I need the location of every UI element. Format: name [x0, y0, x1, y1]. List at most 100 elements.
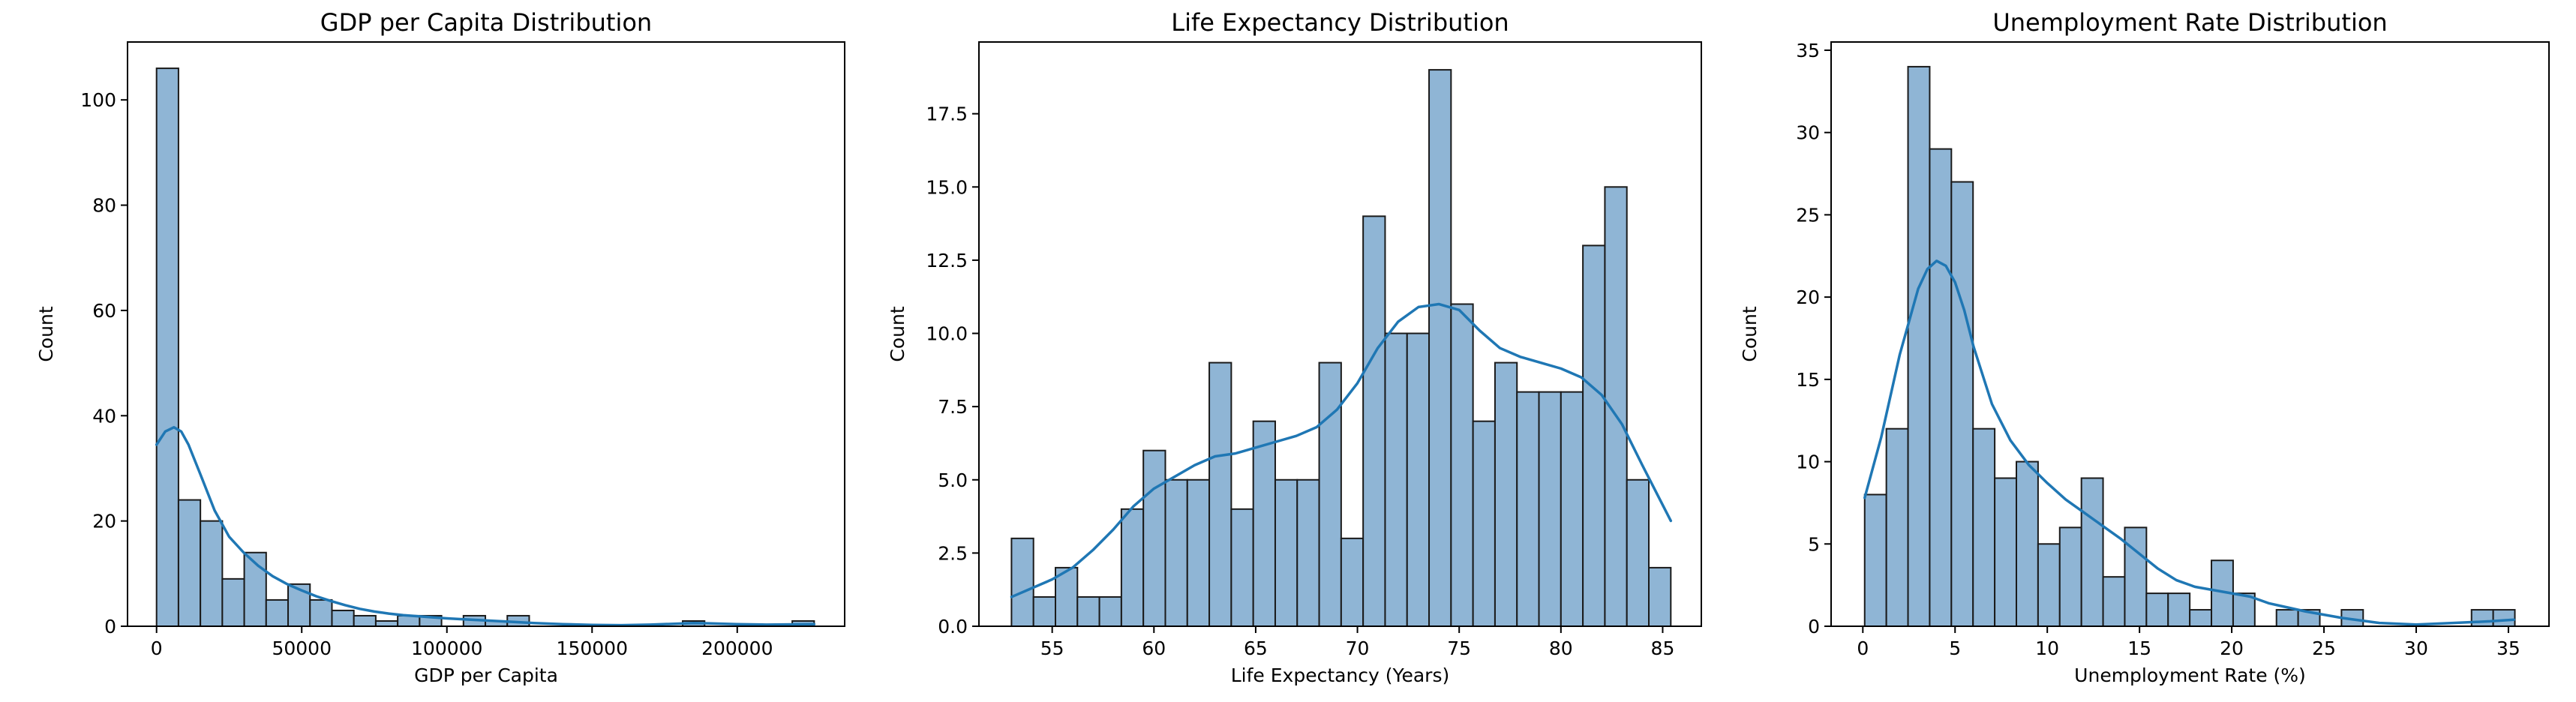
x-tick-label: 80	[1549, 638, 1573, 659]
histogram-bar	[1627, 480, 1649, 626]
histogram-bar	[1100, 597, 1121, 626]
histogram-bar	[2016, 462, 2038, 626]
chart-title: Unemployment Rate Distribution	[1992, 8, 2387, 37]
histogram-bar	[2082, 478, 2103, 626]
x-tick-label: 50000	[272, 638, 332, 659]
histogram-bar	[1539, 392, 1561, 626]
y-tick-label: 7.5	[938, 396, 968, 418]
histogram-bar	[2146, 593, 2168, 626]
y-tick-label: 15	[1796, 369, 1820, 391]
histogram-bar	[354, 616, 376, 626]
x-tick-label: 0	[151, 638, 163, 659]
histogram-bar	[1517, 392, 1539, 626]
x-tick-label: 35	[2496, 638, 2520, 659]
histogram-bar	[1011, 538, 1033, 626]
y-tick-label: 0.0	[938, 616, 968, 638]
x-tick-label: 85	[1651, 638, 1675, 659]
y-tick-label: 12.5	[926, 250, 968, 272]
x-axis-label: Life Expectancy (Years)	[1231, 664, 1450, 686]
histogram-bar	[1341, 538, 1363, 626]
histogram-bar	[1473, 422, 1495, 626]
x-tick-label: 10	[2035, 638, 2059, 659]
histogram-bar	[1865, 494, 1887, 626]
x-tick-label: 5	[1949, 638, 1961, 659]
histogram-bar	[1165, 480, 1187, 626]
y-tick-label: 17.5	[926, 104, 968, 125]
y-tick-label: 20	[1796, 286, 1820, 308]
y-tick-label: 60	[92, 300, 116, 322]
histogram-bar	[2472, 610, 2493, 626]
unemployment-rate-histogram: 0 5 10 15 20 25 30 35 0 5 10 15 20 25 30 35 Unemployment…	[1739, 8, 2549, 686]
x-tick-label: 25	[2312, 638, 2336, 659]
x-tick-label: 60	[1142, 638, 1166, 659]
histogram-bar	[179, 500, 200, 626]
histogram-bar	[1275, 480, 1297, 626]
histogram-bar	[1034, 597, 1055, 626]
histogram-bar	[2060, 527, 2082, 626]
y-axis-label: Count	[887, 306, 908, 362]
histogram-bar	[1121, 509, 1143, 626]
chart-title: Life Expectancy Distribution	[1171, 8, 1509, 37]
y-tick-label: 100	[80, 89, 116, 111]
histogram-bar	[1929, 149, 1951, 626]
y-tick-label: 10.0	[926, 323, 968, 345]
y-tick-label: 20	[92, 511, 116, 532]
histogram-bar	[222, 579, 244, 626]
y-tick-label: 25	[1796, 204, 1820, 226]
y-tick-label: 35	[1796, 40, 1820, 62]
y-tick-label: 30	[1796, 122, 1820, 144]
y-tick-label: 5	[1808, 533, 1820, 555]
y-tick-label: 15.0	[926, 176, 968, 198]
histogram-bar	[1451, 304, 1473, 626]
histogram-bar	[1231, 509, 1253, 626]
y-axis-label: Count	[1739, 306, 1761, 362]
histogram-bar	[2103, 577, 2125, 626]
histogram-bar	[266, 600, 288, 626]
histogram-bar	[1077, 597, 1099, 626]
histogram-bar	[2493, 610, 2515, 626]
x-tick-label: 20	[2220, 638, 2244, 659]
x-tick-label: 150000	[557, 638, 628, 659]
histogram-bar	[1561, 392, 1583, 626]
x-axis-label: Unemployment Rate (%)	[2074, 664, 2306, 686]
y-tick-label: 40	[92, 405, 116, 427]
histogram-bar	[376, 621, 398, 626]
histogram-bar	[1209, 363, 1231, 626]
histogram-bar	[1583, 245, 1605, 626]
histogram-bar	[1908, 67, 1930, 626]
y-tick-label: 0	[1808, 616, 1820, 638]
x-tick-label: 30	[2404, 638, 2428, 659]
histogram-bar	[1143, 451, 1165, 626]
gdp-per-capita-histogram: 0 50000 100000 150000 200000 0 20 40 60 80 100 GDP …	[35, 8, 845, 686]
histogram-bar	[2038, 544, 2060, 626]
x-axis-label: GDP per Capita	[414, 664, 558, 686]
histogram-bar	[1297, 480, 1319, 626]
histogram-bar	[2277, 610, 2298, 626]
histogram-bar	[1495, 363, 1517, 626]
x-tick-label: 65	[1244, 638, 1268, 659]
x-tick-label: 200000	[701, 638, 773, 659]
y-axis-label: Count	[35, 306, 57, 362]
histogram-bar	[1253, 422, 1275, 626]
y-tick-label: 5.0	[938, 470, 968, 491]
histogram-bar	[1407, 334, 1429, 626]
histogram-bar	[1429, 70, 1451, 626]
histogram-bar	[1385, 334, 1407, 626]
histogram-bar	[1649, 568, 1671, 626]
histogram-bar	[1887, 429, 1908, 626]
histogram-bar	[1320, 363, 1341, 626]
histogram-bar	[200, 521, 222, 626]
x-tick-label: 0	[1857, 638, 1869, 659]
y-tick-label: 2.5	[938, 542, 968, 564]
histogram-bar	[2190, 610, 2211, 626]
life-expectancy-histogram: 55 60 65 70 75 80 85 0.0 2.5 5.0 7.5 10.0 12.5 15.0 17…	[887, 8, 1701, 686]
x-tick-label: 70	[1346, 638, 1370, 659]
y-tick-label: 80	[92, 195, 116, 217]
y-tick-label: 0	[104, 616, 116, 638]
histogram-bar	[310, 600, 332, 626]
axes-frame	[128, 42, 845, 626]
histogram-bar	[1995, 478, 2016, 626]
histogram-bar	[332, 610, 353, 626]
y-tick-label: 10	[1796, 452, 1820, 473]
